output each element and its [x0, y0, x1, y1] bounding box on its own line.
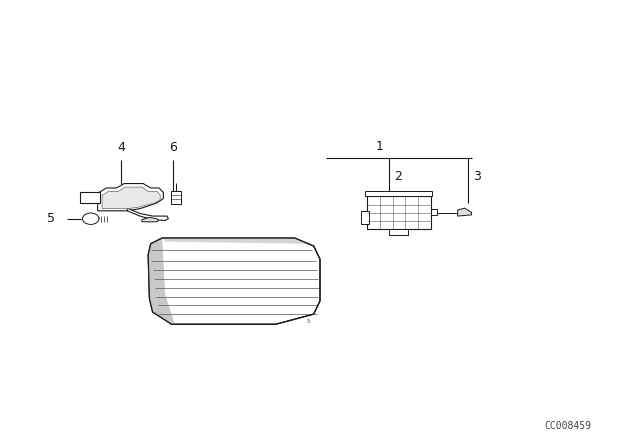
- Text: 3: 3: [474, 170, 481, 183]
- Text: 5: 5: [47, 212, 54, 225]
- Text: 5: 5: [307, 319, 310, 324]
- Polygon shape: [458, 208, 472, 216]
- Polygon shape: [102, 187, 160, 209]
- Polygon shape: [127, 208, 168, 220]
- Bar: [431, 209, 437, 215]
- Bar: [367, 196, 431, 229]
- Text: 6: 6: [170, 141, 177, 154]
- Circle shape: [83, 213, 99, 224]
- Text: 4: 4: [117, 141, 125, 154]
- Bar: [361, 211, 369, 224]
- Polygon shape: [148, 238, 320, 324]
- Bar: [390, 229, 408, 235]
- Polygon shape: [142, 217, 158, 222]
- Polygon shape: [162, 238, 314, 246]
- Polygon shape: [80, 192, 100, 203]
- Polygon shape: [98, 184, 163, 211]
- Bar: [365, 191, 433, 196]
- Text: 2: 2: [394, 170, 403, 183]
- Bar: [171, 191, 181, 204]
- Text: CC008459: CC008459: [545, 421, 591, 431]
- Polygon shape: [148, 238, 175, 324]
- Text: 1: 1: [376, 140, 384, 153]
